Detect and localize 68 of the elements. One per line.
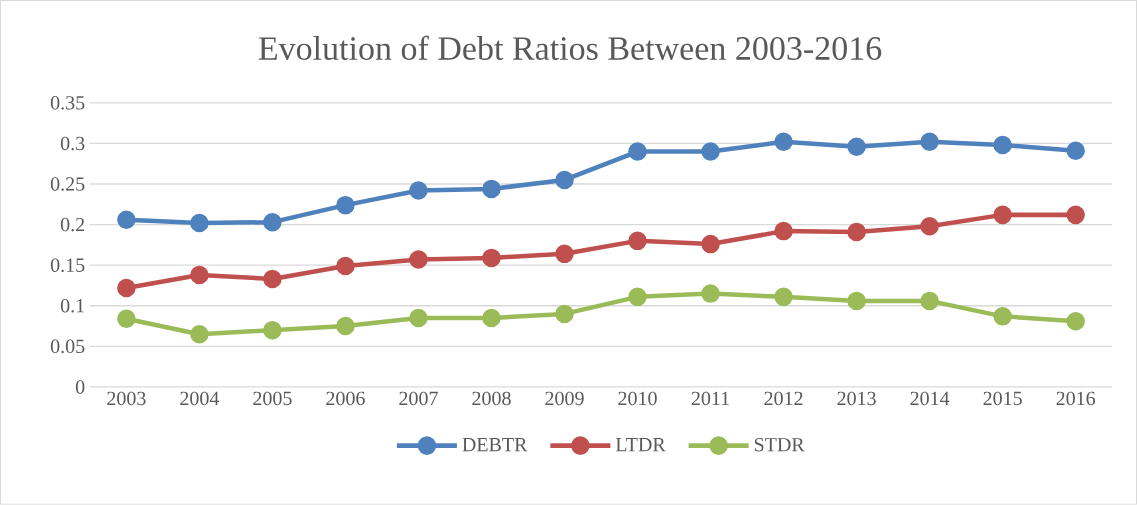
point — [701, 234, 720, 254]
point — [993, 205, 1012, 225]
point — [263, 269, 282, 289]
x-tick-label: 2010 — [618, 391, 657, 406]
point — [628, 287, 647, 307]
y-tick-label: 0.35 — [50, 96, 85, 110]
x-tick-label: 2014 — [910, 391, 950, 406]
x-tick-label: 2012 — [764, 391, 803, 406]
point — [847, 222, 866, 242]
x-tick-label: 2015 — [983, 391, 1022, 406]
point — [774, 221, 793, 241]
point — [117, 278, 136, 298]
point — [774, 132, 793, 152]
point — [190, 325, 209, 344]
x-tick-label: 2006 — [326, 391, 365, 406]
y-tick-label: 0.05 — [50, 339, 85, 354]
point — [774, 287, 793, 307]
point — [482, 248, 501, 268]
point — [336, 256, 355, 276]
point — [701, 142, 720, 161]
point — [555, 170, 574, 190]
x-tick-label: 2005 — [253, 391, 292, 406]
y-tick-label: 0 — [75, 380, 85, 394]
legend-label: STDR — [754, 438, 805, 452]
point — [920, 217, 939, 236]
x-tick-label: 2016 — [1056, 391, 1096, 406]
y-tick-label: 0.15 — [50, 258, 85, 273]
point — [920, 291, 939, 311]
point — [190, 213, 209, 233]
point — [628, 231, 647, 251]
point — [555, 244, 574, 264]
point — [409, 308, 428, 328]
point — [847, 137, 866, 157]
point — [993, 307, 1012, 326]
x-tick-label: 2011 — [691, 391, 729, 406]
point — [336, 195, 355, 215]
point — [117, 309, 136, 329]
y-tick-label: 0.25 — [50, 177, 85, 191]
point — [190, 265, 209, 285]
point — [1066, 312, 1085, 331]
point — [555, 304, 574, 324]
y-tick-label: 0.2 — [60, 217, 85, 232]
chart-title: Evolution of Debt Ratios Between 2003-2016 — [258, 35, 882, 61]
point — [1066, 205, 1085, 225]
x-tick-label: 2007 — [399, 391, 438, 406]
y-tick-label: 0.1 — [60, 299, 84, 313]
point — [336, 316, 355, 336]
point — [993, 135, 1012, 155]
point — [482, 308, 501, 328]
point — [628, 142, 647, 161]
x-tick-label: 2009 — [545, 391, 584, 406]
legend-label: LTDR — [615, 438, 666, 452]
point — [263, 320, 282, 340]
point — [409, 250, 428, 269]
point — [117, 210, 136, 230]
y-tick-label: 0.3 — [60, 136, 85, 151]
point — [482, 179, 501, 199]
point — [847, 291, 866, 311]
x-tick-label: 2004 — [180, 391, 220, 406]
x-tick-label: 2003 — [107, 391, 146, 406]
point — [920, 132, 939, 152]
legend-label: DEBTR — [462, 438, 528, 452]
point — [409, 181, 428, 200]
x-tick-label: 2008 — [472, 391, 511, 406]
point — [1066, 141, 1085, 161]
x-tick-label: 2013 — [837, 391, 876, 406]
point — [701, 284, 720, 303]
point — [263, 213, 282, 232]
